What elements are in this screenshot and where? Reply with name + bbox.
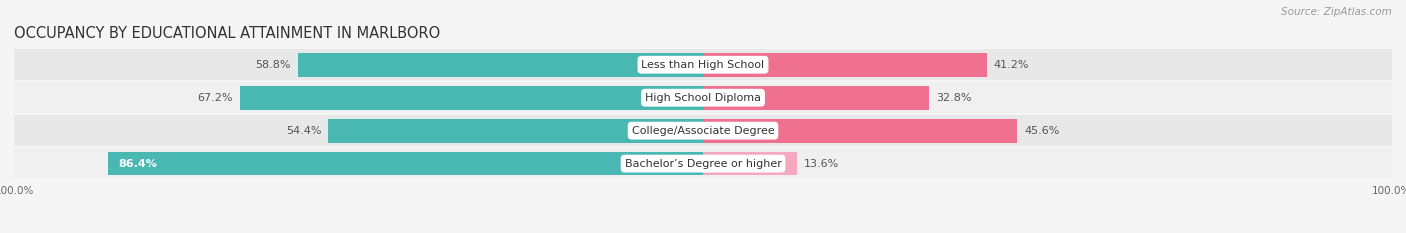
Text: 41.2%: 41.2% <box>994 60 1029 70</box>
Text: High School Diploma: High School Diploma <box>645 93 761 103</box>
Text: Less than High School: Less than High School <box>641 60 765 70</box>
Bar <box>703 152 797 175</box>
Bar <box>14 115 1392 146</box>
Bar <box>298 53 703 77</box>
Text: 86.4%: 86.4% <box>118 159 157 169</box>
Text: College/Associate Degree: College/Associate Degree <box>631 126 775 136</box>
Text: 45.6%: 45.6% <box>1024 126 1060 136</box>
Text: 13.6%: 13.6% <box>804 159 839 169</box>
Text: 58.8%: 58.8% <box>256 60 291 70</box>
Bar <box>108 152 703 175</box>
Text: 32.8%: 32.8% <box>936 93 972 103</box>
Bar <box>240 86 703 110</box>
Bar <box>14 148 1392 179</box>
Text: Bachelor’s Degree or higher: Bachelor’s Degree or higher <box>624 159 782 169</box>
Bar <box>703 53 987 77</box>
Bar <box>14 49 1392 80</box>
Bar <box>703 119 1017 143</box>
Text: Source: ZipAtlas.com: Source: ZipAtlas.com <box>1281 7 1392 17</box>
Bar <box>328 119 703 143</box>
Text: OCCUPANCY BY EDUCATIONAL ATTAINMENT IN MARLBORO: OCCUPANCY BY EDUCATIONAL ATTAINMENT IN M… <box>14 26 440 41</box>
Text: 54.4%: 54.4% <box>285 126 322 136</box>
Text: 67.2%: 67.2% <box>198 93 233 103</box>
Bar <box>14 82 1392 113</box>
Bar <box>703 86 929 110</box>
